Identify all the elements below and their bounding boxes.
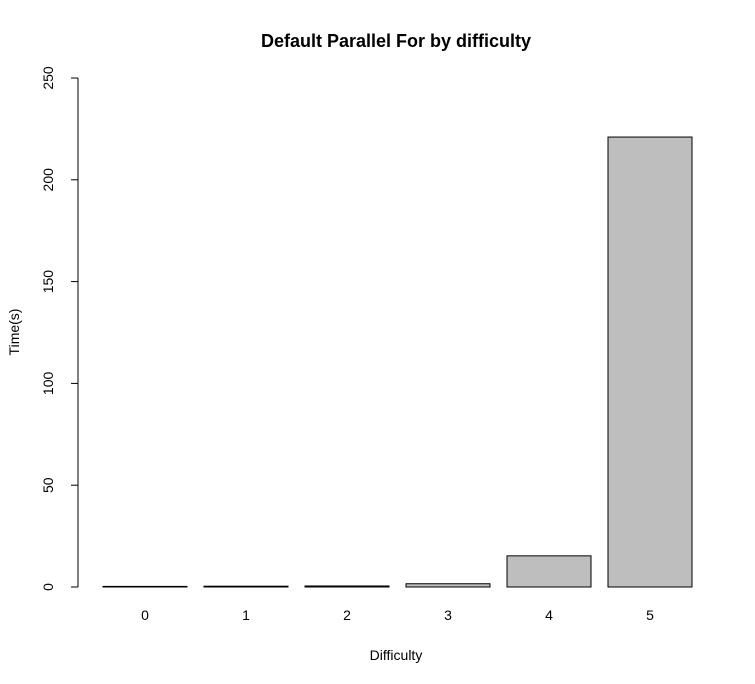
y-tick-label: 50 xyxy=(40,477,56,493)
y-axis-label: Time(s) xyxy=(6,309,22,356)
chart-title: Default Parallel For by difficulty xyxy=(261,31,531,51)
x-tick-label: 3 xyxy=(444,607,452,623)
bar-5 xyxy=(607,136,693,588)
y-tick-label: 0 xyxy=(40,583,56,591)
x-axis-label: Difficulty xyxy=(370,647,423,663)
y-tick-label: 100 xyxy=(40,372,56,396)
bar-0 xyxy=(102,585,188,588)
x-tick-label: 1 xyxy=(242,607,250,623)
x-tick-label: 0 xyxy=(141,607,149,623)
bar-4 xyxy=(506,555,592,588)
y-tick-label: 200 xyxy=(40,168,56,192)
y-axis: 0 50 100 150 200 250 xyxy=(40,66,79,591)
bar-1 xyxy=(203,585,289,588)
x-tick-label: 5 xyxy=(646,607,654,623)
x-tick-label: 4 xyxy=(545,607,553,623)
bar-3 xyxy=(405,583,491,588)
bar-2 xyxy=(304,585,390,588)
x-tick-labels: 0 1 2 3 4 5 xyxy=(141,607,654,623)
y-tick-label: 150 xyxy=(40,270,56,294)
x-tick-label: 2 xyxy=(343,607,351,623)
y-tick-label: 250 xyxy=(40,66,56,90)
bars xyxy=(102,136,693,588)
